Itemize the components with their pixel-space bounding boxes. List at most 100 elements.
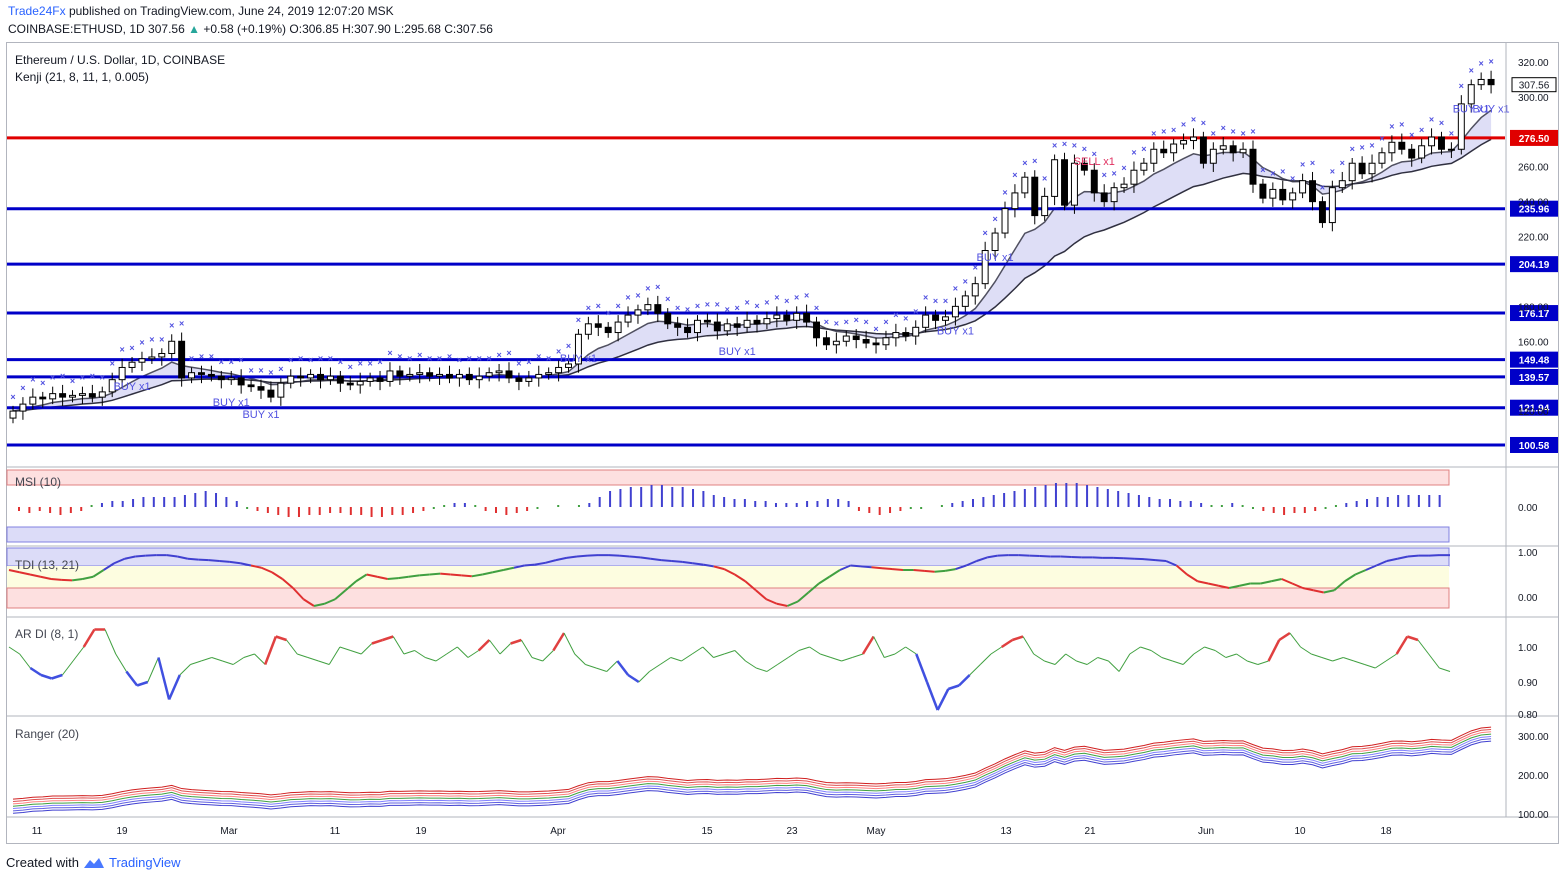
candle-body — [88, 393, 96, 398]
candle-body — [1130, 169, 1138, 185]
open-label: O: — [289, 22, 303, 36]
ardi-line-segment — [467, 650, 479, 658]
candle-body — [525, 377, 533, 382]
trade-signal-label: BUY x1 — [977, 252, 1014, 264]
ardi-line-segment — [477, 639, 491, 652]
kenji-marker: × — [844, 317, 849, 327]
kenji-marker: × — [129, 343, 134, 353]
tdi-line-segment — [187, 557, 199, 561]
kenji-marker: × — [159, 334, 164, 344]
kenji-marker: × — [209, 352, 214, 362]
kenji-marker: × — [318, 353, 323, 363]
ardi-line-segment — [1086, 657, 1099, 665]
candle-body — [1070, 162, 1078, 206]
kenji-marker: × — [1459, 81, 1464, 91]
tdi-line-segment — [661, 559, 672, 562]
candle-body — [1180, 140, 1188, 145]
candle-body — [1229, 145, 1237, 154]
tdi-line-segment — [1323, 589, 1335, 594]
kenji-marker: × — [1221, 123, 1226, 133]
tdi-line-segment — [292, 587, 305, 600]
tdi-line-segment — [734, 573, 746, 583]
candle-body — [138, 358, 146, 363]
ranger-band-line — [12, 731, 1492, 805]
candle-body — [1408, 148, 1416, 159]
ardi-line-segment — [1150, 650, 1163, 658]
tradingview-brand[interactable]: TradingView — [108, 855, 181, 870]
kenji-marker: × — [1389, 121, 1394, 131]
kenji-marker: × — [367, 359, 372, 369]
trade-signal-label: BUY x1 — [1453, 104, 1490, 116]
candle-body — [852, 335, 860, 341]
tdi-line-segment — [1281, 578, 1293, 585]
tdi-line-segment — [1365, 564, 1377, 571]
tdi-line-segment — [29, 573, 41, 578]
tdi-line-segment — [271, 571, 284, 580]
tdi-line-segment — [461, 574, 472, 578]
tdi-line-segment — [450, 573, 462, 577]
ohlc-line: COINBASE:ETHUSD, 1D 307.56 ▲ +0.58 (+0.1… — [8, 22, 493, 36]
kenji-marker: × — [754, 301, 759, 311]
tdi-line-segment — [818, 575, 830, 585]
candle-body — [922, 314, 930, 328]
ardi-line-segment — [264, 636, 278, 665]
ardi-line-segment — [61, 660, 74, 676]
tdi-line-segment — [1228, 584, 1240, 589]
kenji-marker: × — [1141, 144, 1146, 154]
tdi-line-segment — [671, 560, 683, 563]
kenji-marker: × — [1111, 168, 1116, 178]
tdi-line-segment — [50, 578, 62, 581]
candle-body — [336, 375, 344, 384]
tdi-line-segment — [313, 602, 325, 607]
kenji-marker: × — [1102, 170, 1107, 180]
ardi-line-segment — [1428, 653, 1440, 669]
level-label-box — [1510, 351, 1558, 368]
tdi-line-segment — [355, 573, 368, 583]
tdi-line-segment — [1239, 582, 1251, 587]
kenji-marker: × — [110, 359, 115, 369]
candle-body — [1209, 148, 1217, 164]
ardi-line-segment — [745, 660, 757, 669]
tdi-title: TDI (13, 21) — [15, 558, 79, 572]
ranger-band-line — [12, 733, 1492, 807]
kenji-marker: × — [675, 303, 680, 313]
ranger-pane: Ranger (20) 300.00 200.00 100.00 — [12, 726, 1549, 821]
ardi-line-segment — [350, 650, 362, 655]
kenji-marker: × — [179, 319, 184, 329]
tdi-line-segment — [492, 569, 504, 574]
kenji-band — [12, 109, 1492, 412]
trade-signal-label: BUY x1 — [560, 353, 597, 365]
tdi-line-segment — [387, 577, 399, 580]
candle-body — [733, 323, 741, 328]
ranger-band-line — [12, 738, 1492, 812]
candle-body — [961, 295, 969, 307]
kenji-marker: × — [715, 299, 720, 309]
kenji-marker: × — [1062, 139, 1067, 149]
kenji-marker: × — [606, 308, 611, 318]
candle-body — [9, 410, 17, 419]
kenji-marker: × — [358, 359, 363, 369]
candle-body — [981, 250, 989, 285]
candle-body — [1259, 183, 1267, 199]
candle-body — [98, 391, 106, 398]
candle-body — [1001, 208, 1009, 234]
kenji-marker: × — [258, 366, 263, 376]
kenji-marker: × — [1310, 158, 1315, 168]
publisher-name[interactable]: Trade24Fx — [8, 4, 66, 18]
candle-body — [565, 363, 572, 368]
time-tick: 10 — [1294, 826, 1306, 837]
tdi-line-segment — [1397, 555, 1409, 560]
kenji-marker: × — [804, 291, 809, 301]
candle-body — [69, 394, 76, 398]
candle-body — [1110, 187, 1118, 203]
candle-body — [555, 366, 563, 374]
kenji-marker: × — [457, 355, 462, 365]
ardi-line-segment — [222, 660, 234, 665]
level-label-box — [1510, 200, 1558, 217]
kenji-marker: × — [725, 305, 730, 315]
kenji-marker: × — [328, 353, 333, 363]
candle-body — [1041, 195, 1049, 217]
main-title: Ethereum / U.S. Dollar, 1D, COINBASE — [15, 53, 225, 67]
candle-body — [1318, 201, 1326, 224]
